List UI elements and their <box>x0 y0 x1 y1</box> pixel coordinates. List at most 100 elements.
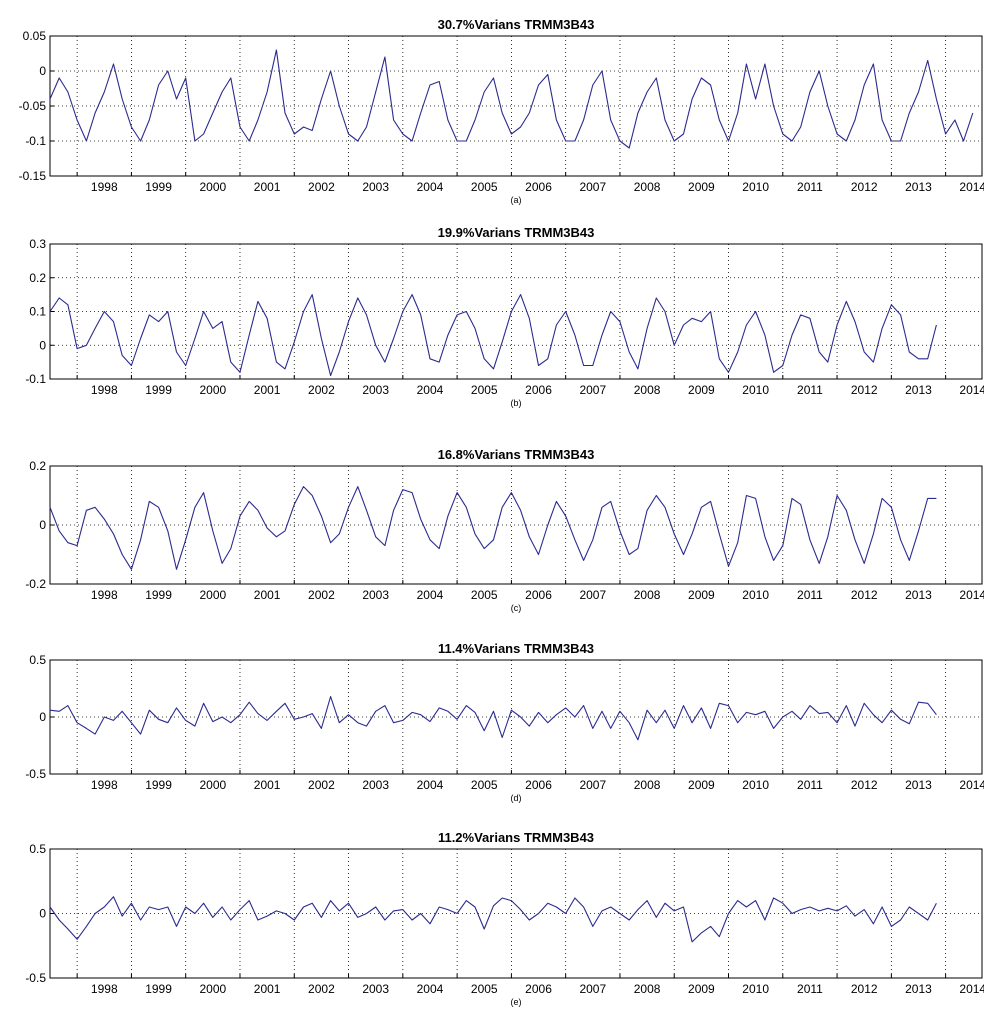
panel-a-label: (a) <box>511 195 522 205</box>
panel-d-xtick-label: 2003 <box>362 778 389 792</box>
panel-d-title: 11.4%Varians TRMM3B43 <box>438 641 594 656</box>
panel-e-xtick-label: 2013 <box>905 982 932 996</box>
panel-e-ytick-label: 0 <box>39 907 46 921</box>
panel-e-xtick-label: 1998 <box>91 982 118 996</box>
panel-d-label: (d) <box>511 793 522 803</box>
panel-e-xtick-label: 2005 <box>471 982 498 996</box>
panel-b-xtick-label: 2012 <box>851 383 878 397</box>
panel-b-xtick-label: 2005 <box>471 383 498 397</box>
panel-c-ytick-label: -0.2 <box>25 577 46 591</box>
panel-a-xtick-label: 2001 <box>254 180 281 194</box>
panel-d-xtick-label: 1998 <box>91 778 118 792</box>
panel-a-xtick-label: 2004 <box>417 180 444 194</box>
panel-e-series-line <box>49 896 937 943</box>
panel-e-xtick-label: 2014 <box>959 982 984 996</box>
panel-a-ytick-label: 0.05 <box>23 29 47 43</box>
panel-c-xtick-label: 2009 <box>688 588 715 602</box>
panel-e-xtick-label: 2004 <box>417 982 444 996</box>
panel-c-title: 16.8%Varians TRMM3B43 <box>438 447 595 462</box>
panel-b-xtick-label: 2002 <box>308 383 335 397</box>
panel-e-xtick-label: 2006 <box>525 982 552 996</box>
panel-e-xtick-label: 2011 <box>797 982 823 996</box>
panel-c-xtick-label: 2012 <box>851 588 878 602</box>
panel-b-series-line <box>49 294 937 377</box>
panel-a-xtick-label: 2010 <box>742 180 769 194</box>
panel-a-xtick-label: 1999 <box>145 180 172 194</box>
panel-e: 11.2%Varians TRMM3B43 1998 1999 2000 2001 200… <box>25 830 984 1007</box>
panel-c-xtick-label: 2003 <box>362 588 389 602</box>
panel-a-ytick-label: 0 <box>39 64 46 78</box>
panel-b: 19.9%Varians TRMM3B43 1998 1999 2000 2001 200… <box>25 225 984 408</box>
panel-e-xtick-label: 2000 <box>199 982 226 996</box>
panel-d-ytick-label: 0.5 <box>29 653 46 667</box>
panel-e-xtick-label: 2007 <box>579 982 606 996</box>
panel-c-xtick-label: 2000 <box>199 588 226 602</box>
panel-e-axes <box>49 848 983 979</box>
panel-d-xtick-label: 2014 <box>959 778 984 792</box>
panel-c-xtick-label: 1998 <box>91 588 118 602</box>
panel-e-label: (e) <box>511 997 522 1007</box>
panel-d-xtick-label: 2000 <box>199 778 226 792</box>
panel-a-axes <box>49 35 983 177</box>
panel-e-xtick-label: 2001 <box>254 982 281 996</box>
panel-e-xtick-label: 2009 <box>688 982 715 996</box>
panel-d-xtick-label: 2011 <box>797 778 823 792</box>
panel-c-series-line <box>49 486 937 570</box>
panel-d-xtick-label: 2005 <box>471 778 498 792</box>
panel-c-xtick-label: 2007 <box>579 588 606 602</box>
panel-c: 16.8%Varians TRMM3B43 1998 1999 2000 2001 200… <box>25 447 984 613</box>
panel-e-xtick-label: 2003 <box>362 982 389 996</box>
panel-a-xtick-label: 2011 <box>797 180 823 194</box>
panel-b-xtick-label: 2013 <box>905 383 932 397</box>
panel-c-xtick-label: 2011 <box>797 588 823 602</box>
panel-b-ytick-label: 0.2 <box>29 271 46 285</box>
panel-d-xtick-label: 2002 <box>308 778 335 792</box>
panel-b-xtick-label: 2000 <box>199 383 226 397</box>
panel-d-xtick-label: 2009 <box>688 778 715 792</box>
panel-e-xtick-label: 2010 <box>742 982 769 996</box>
panel-a-xtick-label: 2008 <box>634 180 661 194</box>
panel-e-title: 11.2%Varians TRMM3B43 <box>438 830 594 845</box>
panel-c-axes <box>49 465 983 585</box>
panel-b-xtick-label: 1998 <box>91 383 118 397</box>
panel-b-xtick-label: 2011 <box>797 383 823 397</box>
panel-b-xtick-label: 2003 <box>362 383 389 397</box>
panel-b-xtick-label: 2007 <box>579 383 606 397</box>
panel-c-xtick-label: 2004 <box>417 588 444 602</box>
panel-a-series-line <box>49 49 974 149</box>
panel-c-xtick-label: 2002 <box>308 588 335 602</box>
panel-a-xtick-label: 2012 <box>851 180 878 194</box>
panel-a-ytick-label: -0.1 <box>25 134 46 148</box>
panel-d: 11.4%Varians TRMM3B43 1998 1999 2000 2001 200… <box>25 641 984 803</box>
panel-e-xtick-label: 2002 <box>308 982 335 996</box>
panel-d-axes <box>49 659 983 775</box>
panel-b-ytick-label: 0 <box>39 338 46 352</box>
panel-c-xtick-label: 2013 <box>905 588 932 602</box>
panel-b-xtick-label: 2008 <box>634 383 661 397</box>
panel-e-xtick-label: 2008 <box>634 982 661 996</box>
panel-b-xtick-label: 2004 <box>417 383 444 397</box>
panel-b-ytick-label: -0.1 <box>25 372 46 386</box>
panel-d-xtick-label: 2007 <box>579 778 606 792</box>
panel-e-xtick-label: 1999 <box>145 982 172 996</box>
panel-b-xtick-label: 2001 <box>254 383 281 397</box>
panel-d-xtick-label: 2006 <box>525 778 552 792</box>
panel-a-xtick-label: 2014 <box>959 180 984 194</box>
panel-a-xtick-label: 2003 <box>362 180 389 194</box>
panel-d-xtick-label: 2012 <box>851 778 878 792</box>
panel-a-ytick-label: -0.15 <box>19 169 47 183</box>
panel-b-xtick-label: 2009 <box>688 383 715 397</box>
panel-a-xtick-label: 2013 <box>905 180 932 194</box>
panel-c-xtick-label: 2014 <box>959 588 984 602</box>
panel-b-xtick-label: 2014 <box>959 383 984 397</box>
panel-c-ytick-label: 0.2 <box>29 459 46 473</box>
panel-a-xtick-label: 1998 <box>91 180 118 194</box>
panel-e-ytick-label: -0.5 <box>25 971 46 985</box>
panel-c-xtick-label: 2005 <box>471 588 498 602</box>
panel-b-title: 19.9%Varians TRMM3B43 <box>438 225 595 240</box>
panel-d-xtick-label: 2008 <box>634 778 661 792</box>
panel-a-xtick-label: 2000 <box>199 180 226 194</box>
panel-d-xtick-label: 2010 <box>742 778 769 792</box>
panel-a-xtick-label: 2002 <box>308 180 335 194</box>
